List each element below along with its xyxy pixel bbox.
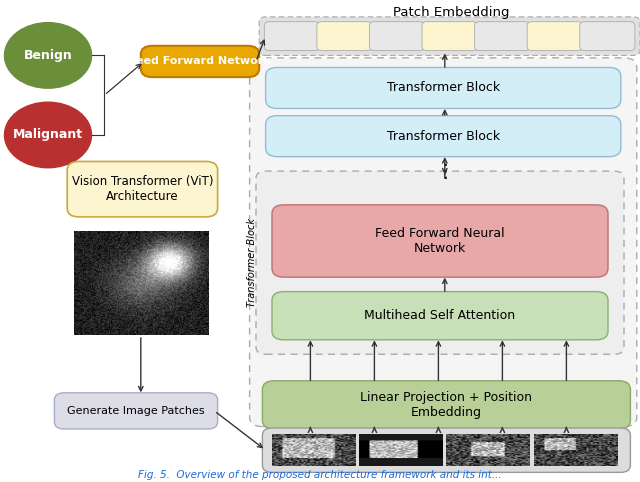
Text: Transformer Block: Transformer Block	[387, 81, 500, 94]
FancyBboxPatch shape	[317, 22, 372, 51]
FancyBboxPatch shape	[67, 161, 218, 217]
FancyBboxPatch shape	[369, 22, 424, 51]
Text: Feed Forward Neural
Network: Feed Forward Neural Network	[375, 227, 505, 255]
Circle shape	[4, 102, 92, 168]
FancyBboxPatch shape	[264, 22, 319, 51]
Text: ⋮: ⋮	[435, 161, 454, 181]
FancyBboxPatch shape	[259, 17, 640, 55]
Text: Transformer Block: Transformer Block	[246, 218, 257, 307]
FancyBboxPatch shape	[272, 205, 608, 277]
Text: Fig. 5.  Overview of the proposed architecture framework and its int...: Fig. 5. Overview of the proposed archite…	[138, 469, 502, 480]
Text: Feed Forward Network: Feed Forward Network	[129, 56, 271, 67]
FancyBboxPatch shape	[250, 58, 637, 427]
Text: Multihead Self Attention: Multihead Self Attention	[364, 309, 516, 322]
Text: Generate Image Patches: Generate Image Patches	[67, 406, 205, 416]
FancyBboxPatch shape	[527, 22, 582, 51]
FancyBboxPatch shape	[266, 67, 621, 108]
Text: Linear Projection + Position
Embedding: Linear Projection + Position Embedding	[360, 391, 532, 419]
Text: Malignant: Malignant	[13, 129, 83, 141]
FancyBboxPatch shape	[256, 171, 624, 354]
Text: Vision Transformer (ViT)
Architecture: Vision Transformer (ViT) Architecture	[72, 175, 213, 203]
FancyBboxPatch shape	[266, 116, 621, 157]
FancyBboxPatch shape	[262, 381, 630, 429]
Text: Benign: Benign	[24, 49, 72, 62]
FancyBboxPatch shape	[54, 393, 218, 429]
Text: Transformer Block: Transformer Block	[387, 130, 500, 143]
Circle shape	[4, 23, 92, 88]
FancyBboxPatch shape	[262, 428, 630, 472]
FancyBboxPatch shape	[422, 22, 477, 51]
FancyBboxPatch shape	[272, 292, 608, 340]
FancyBboxPatch shape	[580, 22, 635, 51]
FancyBboxPatch shape	[475, 22, 530, 51]
FancyBboxPatch shape	[141, 46, 259, 77]
Text: Patch Embedding: Patch Embedding	[393, 6, 509, 18]
